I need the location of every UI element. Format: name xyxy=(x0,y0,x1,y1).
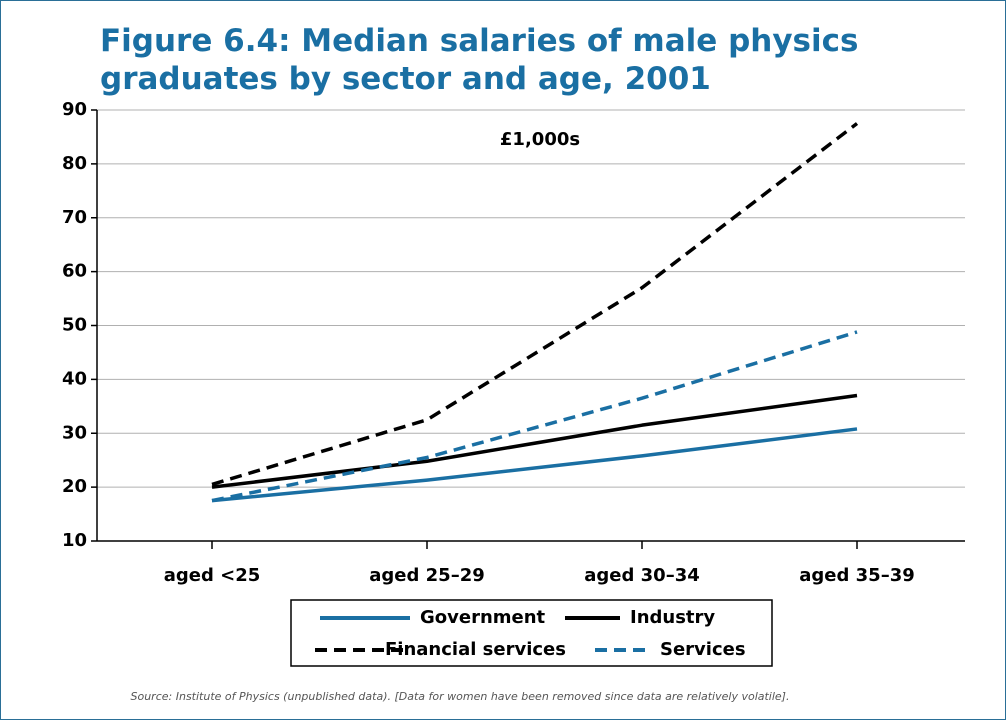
chart-title: Figure 6.4: Median salaries of male phys… xyxy=(100,23,859,97)
source-note: Source: Institute of Physics (unpublishe… xyxy=(131,690,790,703)
series-line xyxy=(211,330,858,503)
x-tick-label: aged 35–39 xyxy=(799,565,915,586)
legend-label: Government xyxy=(420,607,546,628)
y-tick-label: 70 xyxy=(62,207,87,228)
x-tick-label: aged <25 xyxy=(164,565,261,586)
y-tick-label: 80 xyxy=(62,153,87,174)
y-tick-label: 30 xyxy=(62,422,87,443)
y-tick-label: 10 xyxy=(62,530,87,551)
x-tick-label: aged 30–34 xyxy=(584,565,700,586)
legend-box xyxy=(290,599,773,667)
chart-subtitle: £1,000s xyxy=(500,129,580,150)
legend-label: Financial services xyxy=(385,639,566,660)
y-tick-label: 40 xyxy=(62,368,87,389)
series-line xyxy=(211,122,859,487)
y-tick-label: 20 xyxy=(62,476,87,497)
x-tick-label: aged 25–29 xyxy=(369,565,485,586)
legend-label: Industry xyxy=(630,607,715,628)
series-line xyxy=(211,393,858,489)
y-tick-label: 90 xyxy=(62,99,87,120)
y-tick-label: 50 xyxy=(62,315,87,336)
series-line xyxy=(211,427,858,503)
y-tick-label: 60 xyxy=(62,261,87,282)
legend-label: Services xyxy=(660,639,746,660)
